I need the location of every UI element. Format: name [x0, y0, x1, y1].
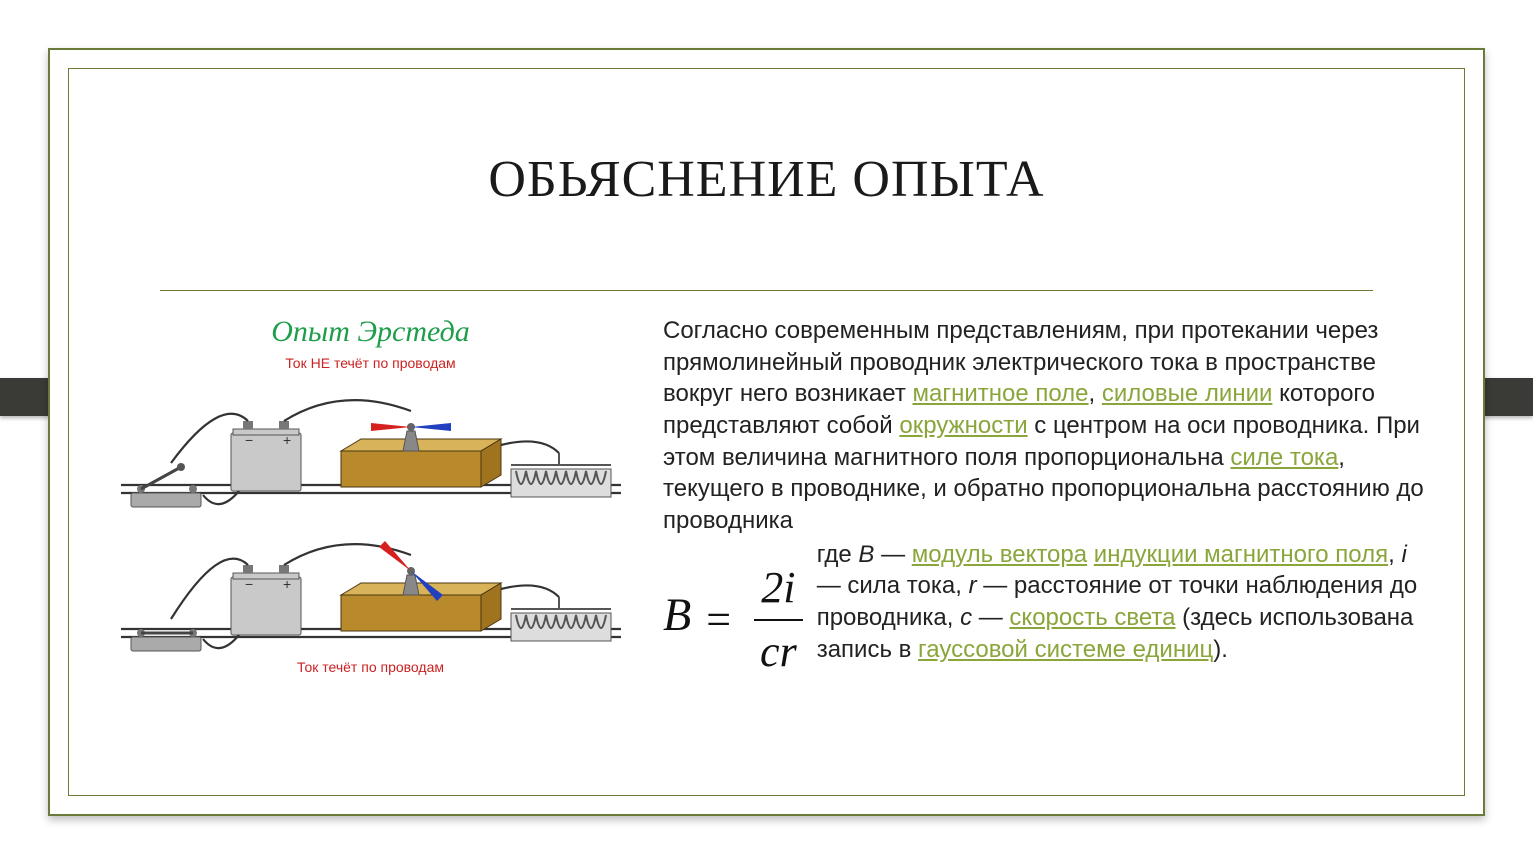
battery-icon: − + — [231, 565, 301, 635]
block-icon — [341, 439, 501, 487]
battery-icon: − + — [231, 421, 301, 491]
lg-t6: — — [972, 604, 1009, 631]
formula-B: B — [663, 589, 691, 640]
svg-text:+: + — [283, 432, 291, 448]
formula-eq: = — [706, 595, 731, 644]
lg-c: c — [960, 604, 972, 631]
circuit-bottom: − + — [111, 519, 631, 659]
lg-r: r — [969, 572, 977, 599]
formula-row: B = 2i cr где B — модуль вектора индукци… — [663, 539, 1435, 681]
circuit-bottom-svg: − + — [111, 519, 631, 659]
link-current-strength[interactable]: силе тока — [1230, 444, 1338, 471]
link-field-lines[interactable]: силовые линии — [1102, 380, 1273, 407]
coil-icon — [511, 453, 611, 497]
link-circles[interactable]: окружности — [899, 412, 1027, 439]
text-column: Согласно современным представлениям, при… — [663, 315, 1435, 776]
diagram-title: Опыт Эрстеда — [98, 315, 643, 349]
lg-i: i — [1401, 541, 1406, 568]
lg-B: B — [858, 541, 874, 568]
lg-t1: где — [817, 541, 859, 568]
block-icon — [341, 583, 501, 631]
link-gaussian-units[interactable]: гауссовой системе единиц — [918, 636, 1213, 663]
link-vector-modulus[interactable]: модуль вектора — [912, 541, 1087, 568]
circuit-top-svg: − + — [111, 375, 631, 515]
p-t2: , — [1089, 380, 1102, 407]
lg-t3: , — [1388, 541, 1401, 568]
svg-text:−: − — [245, 576, 253, 592]
lg-t2: — — [874, 541, 911, 568]
caption-current: Ток течёт по проводам — [98, 659, 643, 675]
content-row: Опыт Эрстеда Ток НЕ течёт по проводам — [98, 315, 1435, 776]
link-speed-of-light[interactable]: скорость света — [1009, 604, 1175, 631]
diagram-column: Опыт Эрстеда Ток НЕ течёт по проводам — [98, 315, 643, 776]
decor-bar-left — [0, 378, 50, 416]
formula-den: cr — [754, 621, 803, 681]
title-wrap: ОБЬЯСНЕНИЕ ОПЫТА — [0, 150, 1533, 209]
svg-text:−: − — [245, 432, 253, 448]
lg-t8: ). — [1213, 636, 1228, 663]
lg-sp1 — [1087, 541, 1094, 568]
svg-text:+: + — [283, 576, 291, 592]
link-magnetic-field[interactable]: магнитное поле — [912, 380, 1088, 407]
circuit-top: − + — [111, 375, 631, 515]
explanation-paragraph: Согласно современным представлениям, при… — [663, 315, 1435, 537]
formula-num: 2i — [754, 559, 803, 621]
formula: B = 2i cr — [663, 539, 803, 681]
decor-bar-right — [1483, 378, 1533, 416]
coil-icon — [511, 597, 611, 641]
slide: ОБЬЯСНЕНИЕ ОПЫТА Опыт Эрстеда Ток НЕ теч… — [0, 0, 1533, 864]
switch-closed-icon — [131, 629, 201, 651]
caption-no-current: Ток НЕ течёт по проводам — [98, 355, 643, 371]
link-magnetic-induction[interactable]: индукции магнитного поля — [1094, 541, 1388, 568]
formula-legend: где B — модуль вектора индукции магнитно… — [817, 539, 1435, 666]
title-divider — [160, 290, 1373, 291]
lg-t4: — сила тока, — [817, 572, 969, 599]
slide-title: ОБЬЯСНЕНИЕ ОПЫТА — [0, 150, 1533, 209]
formula-fraction: 2i cr — [754, 559, 803, 681]
